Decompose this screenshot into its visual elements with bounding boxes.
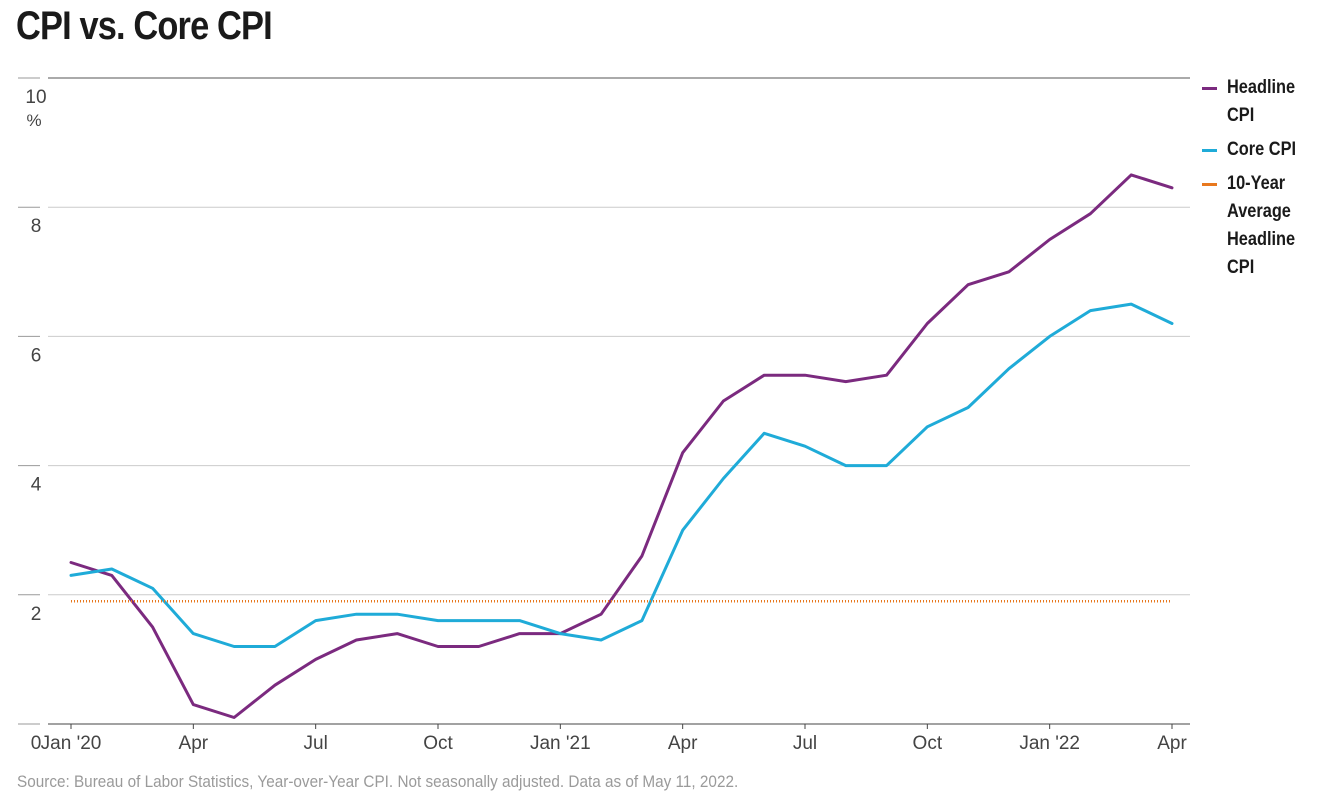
x-tick-label: Jul xyxy=(793,733,817,754)
legend-swatch-core-cpi xyxy=(1202,149,1217,152)
legend-item-headline-cpi: Headline CPI xyxy=(1202,74,1327,130)
y-tick-label: 2 xyxy=(31,604,42,625)
source-note: Source: Bureau of Labor Statistics, Year… xyxy=(17,772,739,791)
x-tick-label: Oct xyxy=(423,733,453,754)
y-tick-label: 0 xyxy=(31,733,42,754)
x-tick-label: Jan '22 xyxy=(1019,733,1080,754)
x-tick-label: Jan '20 xyxy=(41,733,102,754)
line-chart: 0 2 4 6 8 10% Jan '20 Apr Jul Oct Jan '21 Apr Jul Oct… xyxy=(18,77,1190,754)
x-tick-label: Jul xyxy=(304,733,328,754)
legend-item-10-year-average: 10-Year Average Headline CPI xyxy=(1202,170,1327,282)
series-line-core-cpi xyxy=(69,302,1174,648)
legend: Headline CPI Core CPI 10-Year Average He… xyxy=(1202,74,1327,288)
legend-label-core-cpi: Core CPI xyxy=(1227,139,1297,160)
y-tick-label: 4 xyxy=(31,475,42,496)
legend-item-core-cpi: Core CPI xyxy=(1202,136,1327,164)
x-tick-label: Jan '21 xyxy=(530,733,591,754)
x-tick-label: Oct xyxy=(913,733,943,754)
legend-label-10-year-average: 10-Year Average Headline CPI xyxy=(1227,173,1296,278)
chart-title: CPI vs. Core CPI xyxy=(16,4,273,48)
x-tick-label: Apr xyxy=(179,733,209,754)
series-line-headline-cpi xyxy=(69,173,1174,719)
x-tick-label: Apr xyxy=(1157,733,1187,754)
y-unit-label: % xyxy=(26,111,41,130)
y-tick-label: 10 xyxy=(25,87,46,108)
legend-swatch-10-year-average xyxy=(1202,183,1217,186)
y-tick-label: 8 xyxy=(31,216,42,237)
y-tick-label: 6 xyxy=(31,345,42,366)
x-tick-label: Apr xyxy=(668,733,698,754)
legend-swatch-headline-cpi xyxy=(1202,87,1217,90)
legend-label-headline-cpi: Headline CPI xyxy=(1227,77,1296,126)
